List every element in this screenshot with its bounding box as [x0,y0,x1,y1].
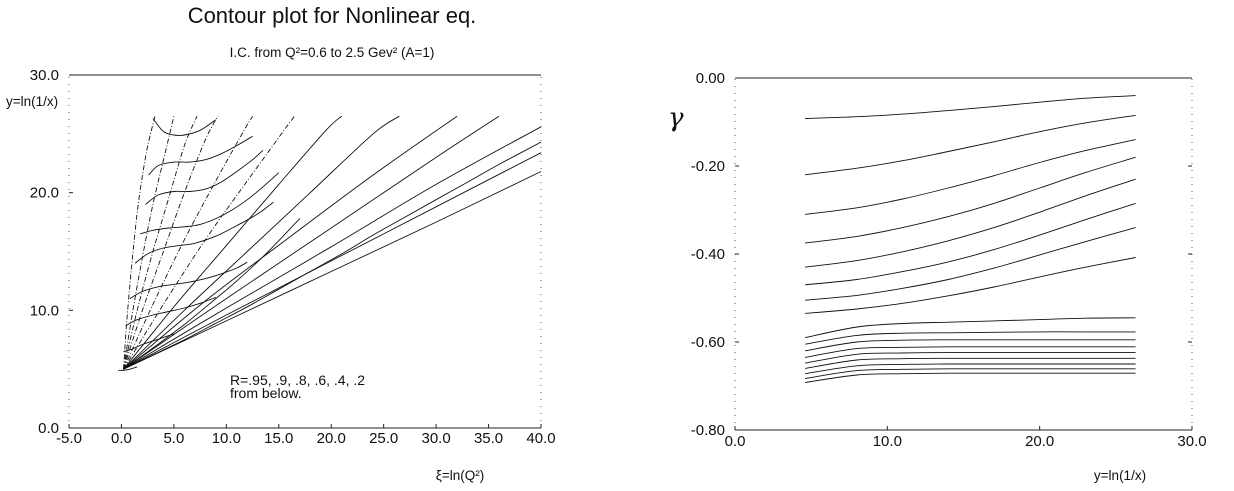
right-x-tick-label: 20.0 [1025,433,1054,450]
left-x-tick-label: -5.0 [56,430,82,447]
fan-line [123,116,175,370]
left-y-axis-label: y=ln(1/x) [6,94,58,109]
left-chart-subtitle: I.C. from Q²=0.6 to 2.5 Gev² (A=1) [230,45,435,60]
gamma-series-line [805,139,1136,215]
left-y-tick-label: 30.0 [30,67,59,84]
right-y-tick-label: -0.80 [691,422,725,439]
fan-line [123,126,542,370]
left-x-tick-label: 15.0 [264,430,293,447]
gamma-series-line [805,372,1136,383]
right-axes-frame [734,77,1193,431]
right-tick-labels: 0.0 10.0 20.0 30.0 0.00 -0.20 -0.40 -0.60 -0.80 [691,70,1207,450]
gamma-series-line [805,357,1136,369]
right-x-tick-label: 10.0 [873,433,902,450]
rung-line [140,172,280,235]
gamma-series-line [805,346,1136,358]
right-y-tick-label: -0.60 [691,334,725,351]
left-x-tick-label: 30.0 [422,430,451,447]
fan-line [123,116,156,370]
gamma-series-line [805,227,1136,301]
gamma-series-line [805,363,1136,375]
right-gamma-chart: γ y=ln(1/x) 0.0 10.0 20.0 30.0 0.00 -0.20 -0.4… [668,70,1207,483]
fan-line [123,115,458,370]
left-x-axis-label: ξ=ln(Q²) [436,468,484,483]
right-y-tick-label: -0.40 [691,246,725,263]
fan-line [123,115,295,370]
rung-line [148,135,253,176]
rung-line [123,333,175,352]
fan-line [123,115,500,370]
gamma-series-line [805,317,1136,339]
left-x-tick-label: 10.0 [212,430,241,447]
contour-line [123,218,301,370]
rung-line [125,296,216,327]
right-y-tick-label: -0.20 [691,158,725,175]
gamma-series-line [805,114,1136,176]
contour-line [123,141,542,370]
gamma-series-line [805,95,1136,119]
annotation-line-2: from below. [230,385,302,401]
fan-line [123,115,400,370]
right-gamma-lines [805,95,1136,383]
rung-line [152,118,217,136]
gamma-series-line [805,202,1136,286]
fan-line [123,116,198,370]
gamma-series-line [805,156,1136,244]
right-x-tick-label: 30.0 [1177,433,1206,450]
right-y-tick-label: 0.00 [696,70,725,87]
gamma-series-line [805,352,1136,364]
left-axes-frame [68,74,542,429]
fan-line [123,171,542,370]
left-x-tick-label: 0.0 [111,430,132,447]
fan-line [123,115,253,370]
rung-line [129,261,248,299]
gamma-series-line [805,331,1136,345]
left-contour-lines [118,115,542,371]
gamma-series-line [805,178,1136,268]
right-y-axis-label: γ [668,103,684,133]
fan-line [123,152,542,370]
rung-line [118,366,138,371]
left-x-tick-label: 5.0 [163,430,184,447]
right-x-axis-label: y=ln(1/x) [1094,468,1146,483]
rung-line [134,201,274,264]
left-x-tick-label: 25.0 [369,430,398,447]
left-chart-title: Contour plot for Nonlinear eq. [188,3,477,28]
annotation-line-1: R=.95, .9, .8, .6, .4, .2 [230,372,365,388]
left-x-tick-label: 20.0 [317,430,346,447]
left-contour-chart: Contour plot for Nonlinear eq. I.C. from… [6,3,556,483]
gamma-series-line [805,339,1136,352]
left-x-tick-label: 40.0 [526,430,555,447]
left-y-tick-label: 10.0 [30,302,59,319]
left-x-tick-label: 35.0 [474,430,503,447]
rung-line [145,149,264,205]
gamma-series-line [805,368,1136,379]
gamma-series-line [805,257,1136,314]
left-y-tick-label: 20.0 [30,185,59,202]
left-y-tick-label: 0.0 [38,420,59,437]
right-x-tick-label: 0.0 [725,433,746,450]
left-tick-labels: -5.0 0.0 5.0 10.0 15.0 20.0 25.0 30.0 35.0 40.00.… [30,67,556,447]
